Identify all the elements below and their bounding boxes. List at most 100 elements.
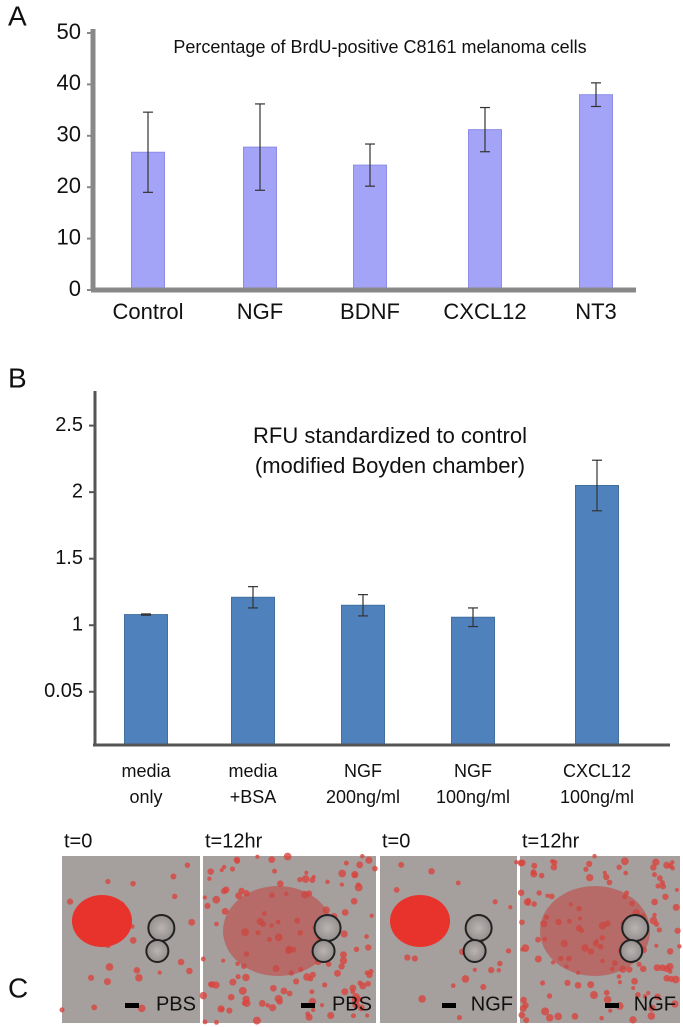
- cell-dot: [450, 983, 456, 989]
- cell-dot: [242, 973, 250, 982]
- cell-dot: [531, 862, 538, 869]
- cell-dot: [283, 852, 292, 861]
- cell-dot: [341, 909, 349, 916]
- x-tick-label: CXCL12: [443, 299, 526, 324]
- bar: [468, 129, 502, 291]
- cell-dot: [480, 984, 487, 991]
- cell-dot: [221, 907, 229, 915]
- cell-dot: [545, 1014, 554, 1022]
- error-bar: [468, 607, 478, 628]
- x-tick-label: +BSA: [230, 787, 277, 807]
- error-bar: [480, 106, 490, 153]
- spheroid: [390, 895, 450, 947]
- cell-dot: [411, 955, 418, 962]
- cell-dot: [369, 913, 374, 918]
- cell-dot: [212, 981, 220, 989]
- cell-dot: [398, 861, 405, 868]
- cell-dot: [352, 872, 358, 878]
- cell-dot: [341, 988, 349, 996]
- cell-dot: [606, 879, 613, 886]
- cell-dot: [338, 869, 347, 878]
- error-bar: [591, 82, 601, 108]
- micrograph: [380, 856, 519, 1023]
- cell-dot: [536, 890, 542, 896]
- cell-dot: [303, 973, 311, 981]
- cell-dot: [635, 992, 641, 998]
- cell-dot: [343, 860, 349, 866]
- bead: [313, 914, 342, 942]
- cell-dot: [357, 996, 363, 1002]
- cell-dot: [404, 954, 411, 961]
- cell-dot: [662, 893, 669, 900]
- cell-dot: [220, 887, 228, 895]
- cell-dot: [171, 893, 178, 900]
- cell-dot: [207, 868, 214, 875]
- cell-dot: [522, 1002, 529, 1009]
- cell-dot: [130, 880, 136, 887]
- cell-dot: [350, 989, 356, 995]
- micrograph: [59, 856, 200, 1023]
- cell-dot: [677, 944, 682, 949]
- cell-dot: [653, 964, 661, 972]
- cell-dot: [548, 893, 555, 900]
- bead: [147, 914, 176, 942]
- cell-dot: [293, 978, 300, 985]
- y-tick-label: 30: [57, 122, 81, 147]
- cell-dot: [455, 880, 461, 886]
- x-tick-label: 100ng/ml: [560, 787, 634, 807]
- cell-dot: [358, 1004, 365, 1012]
- cell-dot: [656, 927, 662, 933]
- cell-dot: [365, 1013, 370, 1018]
- x-tick-label: NGF: [237, 299, 283, 324]
- bead: [464, 914, 493, 942]
- cell-dot: [202, 1019, 208, 1025]
- cell-dot: [350, 1013, 357, 1019]
- bead: [462, 939, 487, 963]
- error-bar: [358, 594, 368, 617]
- cell-dot: [255, 854, 260, 859]
- cell-dot: [620, 857, 629, 866]
- cell-dot: [235, 974, 241, 980]
- cell-dot: [365, 980, 371, 987]
- cell-dot: [229, 978, 237, 986]
- bead: [619, 939, 644, 963]
- cell-dot: [649, 916, 658, 925]
- cell-dot: [672, 903, 680, 911]
- cell-dot: [276, 998, 283, 1005]
- cell-dot: [105, 878, 111, 885]
- cell-dot: [365, 856, 373, 864]
- bead: [311, 939, 336, 963]
- y-tick-label: 1.5: [55, 547, 83, 569]
- chart-title: Percentage of BrdU-positive C8161 melano…: [173, 37, 586, 57]
- cell-dot: [188, 918, 196, 926]
- x-tick-label: NT3: [575, 299, 617, 324]
- cell-dot: [327, 1011, 335, 1020]
- y-tick-label: 20: [57, 173, 81, 198]
- panel-letter: C: [8, 972, 28, 1003]
- cell-dot: [305, 1013, 313, 1021]
- time-label: t=0: [382, 830, 410, 852]
- x-tick-label: media: [228, 761, 278, 781]
- cell-dot: [319, 1003, 325, 1008]
- cell-dot: [229, 866, 236, 872]
- cell-dot: [554, 1012, 563, 1021]
- condition-label: NGF: [634, 993, 676, 1015]
- x-tick-label: 200ng/ml: [326, 787, 400, 807]
- y-tick-label: 0: [69, 276, 81, 301]
- cell-dot: [204, 902, 211, 909]
- error-bar: [141, 613, 151, 616]
- cell-dot: [135, 974, 143, 982]
- chart-title: (modified Boyden chamber): [255, 453, 525, 478]
- cell-dot: [301, 875, 310, 883]
- cell-dot: [202, 895, 207, 900]
- cell-dot: [177, 958, 185, 966]
- cell-dot: [349, 984, 357, 992]
- cell-dot: [297, 876, 303, 883]
- cell-dot: [258, 999, 266, 1007]
- scale-bar: [605, 1003, 619, 1008]
- cell-dot: [87, 974, 95, 981]
- x-tick-label: CXCL12: [563, 761, 631, 781]
- cell-dot: [496, 968, 502, 973]
- y-tick-label: 2: [72, 480, 83, 502]
- cell-dot: [654, 993, 661, 1000]
